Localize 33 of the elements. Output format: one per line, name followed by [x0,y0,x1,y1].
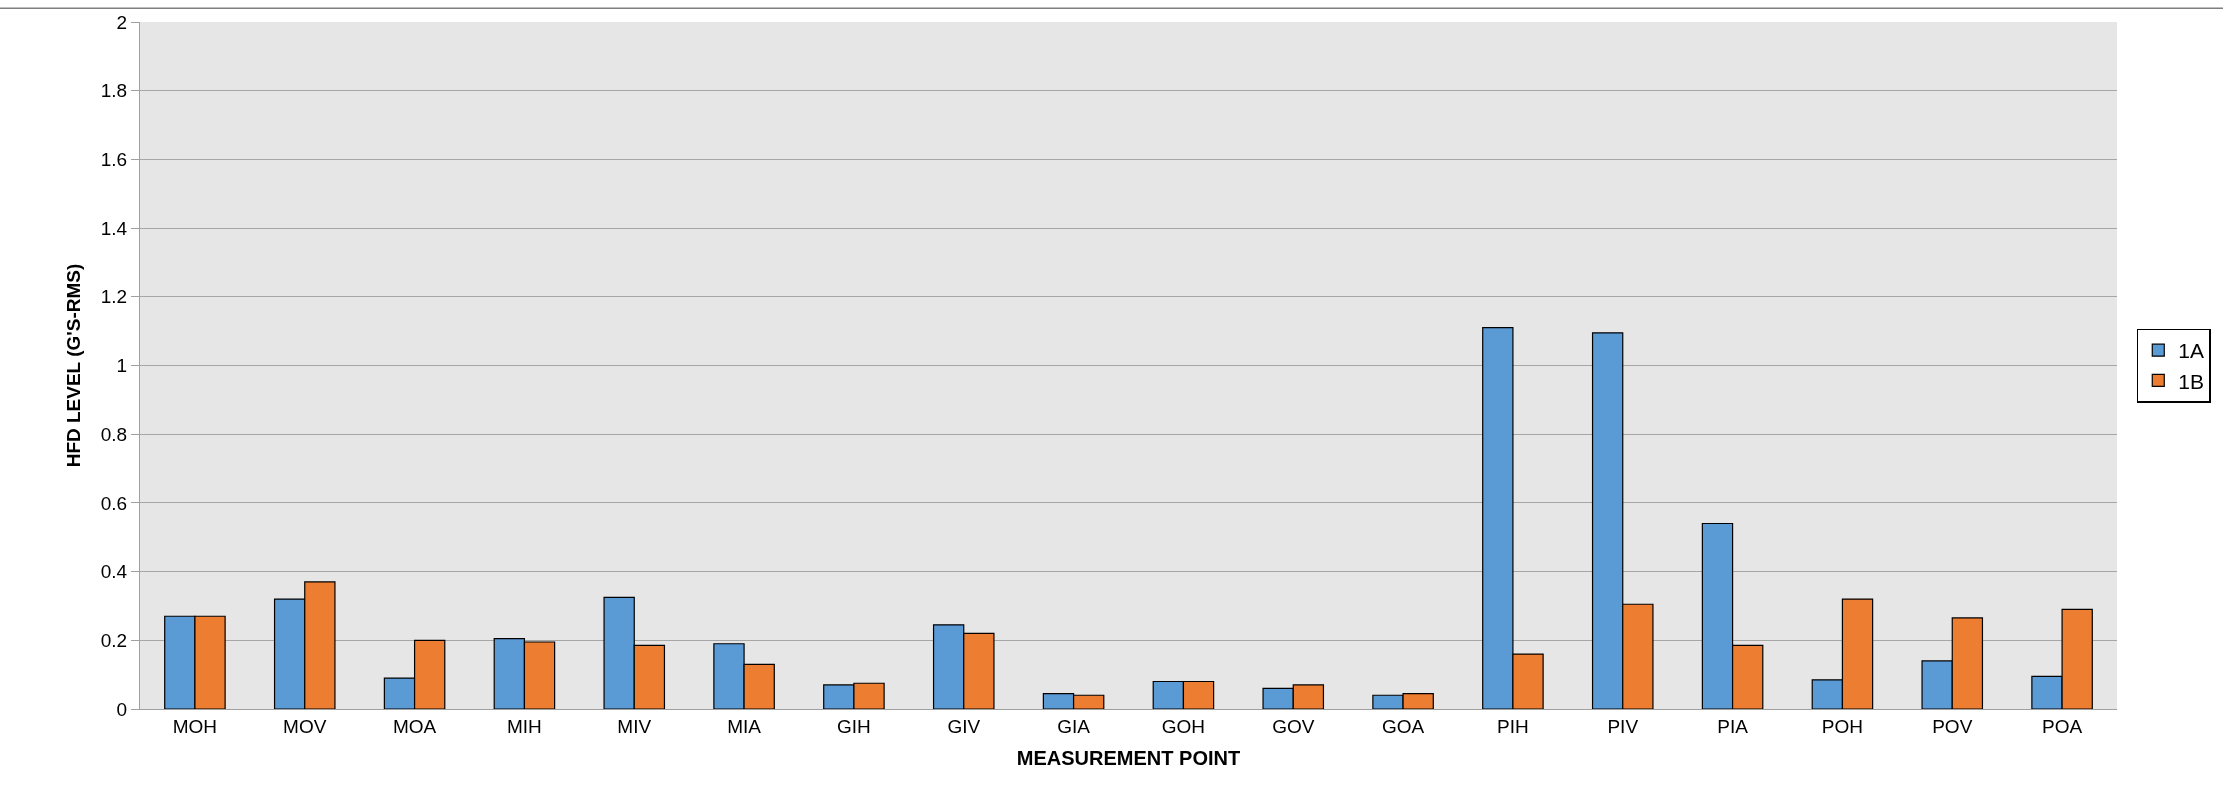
x-tick-label: MIA [727,715,762,737]
y-tick-label: 0 [116,698,128,720]
y-tick-label: 0.2 [100,629,128,651]
x-tick-label: MOV [283,715,327,737]
x-tick-label: MIH [507,715,542,737]
x-axis-title: MEASUREMENT POINT [1016,747,1241,770]
x-tick-label: GIV [947,715,981,737]
x-tick-label: GOA [1381,715,1425,737]
y-tick-label: 1 [116,355,128,377]
x-tick-label: MIV [617,715,652,737]
x-tick-label: GIH [837,715,871,737]
y-tick-label: 0.6 [100,492,128,514]
y-tick-label: 1.4 [100,217,128,239]
x-tick-label: MOH [172,715,218,737]
x-tick-label: MOA [392,715,437,737]
legend-label: 1B [2178,369,2204,393]
x-tick-label: PIH [1497,715,1529,737]
x-tick-label: POV [1932,715,1973,737]
y-axis-title: HFD LEVEL (G'S-RMS) [62,263,84,468]
y-tick-label: 1.8 [100,80,128,102]
y-tick-label: 0.8 [100,423,128,445]
y-tick-label: 0.4 [100,561,128,583]
y-tick-label: 1.2 [100,286,128,308]
x-tick-label: PIA [1717,715,1749,737]
x-tick-label: GOV [1272,715,1315,737]
y-tick-label: 2 [116,11,128,33]
x-tick-label: GIA [1057,715,1091,737]
legend-label: 1A [2178,339,2204,363]
x-tick-label: POA [2042,715,2083,737]
y-tick-label: 1.6 [100,149,128,171]
x-tick-label: PIV [1607,715,1639,737]
x-tick-label: GOH [1161,715,1206,737]
x-tick-label: POH [1821,715,1864,737]
